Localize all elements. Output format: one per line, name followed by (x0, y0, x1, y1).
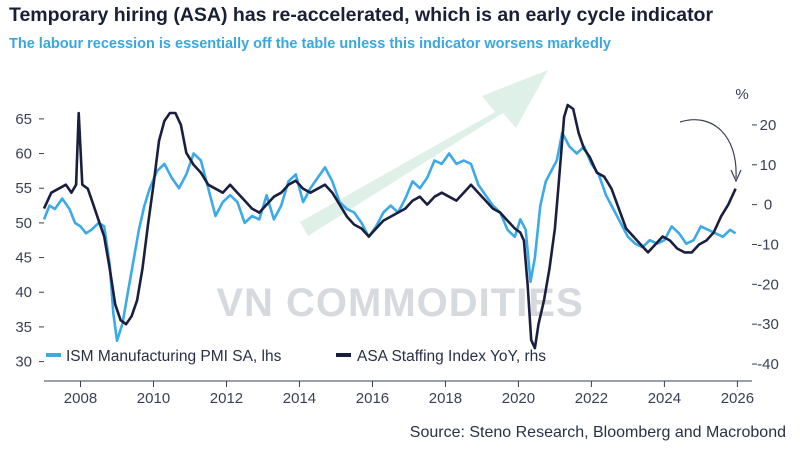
axes: 30 35 40 45 50 55 60 65 -40 -30 -20 -10 0 10 20% 2008 20… (15, 86, 779, 407)
right-tick-label: -10 (757, 236, 779, 253)
callout-arrow (679, 119, 737, 179)
right-tick-label: 20 (760, 117, 777, 134)
left-tick-label: 60 (15, 146, 32, 163)
x-tick-label: 2008 (64, 390, 97, 407)
chart-subtitle: The labour recession is essentially off … (9, 36, 611, 52)
chart-title: Temporary hiring (ASA) has re-accelerate… (9, 4, 714, 26)
callout-arrowhead (730, 169, 742, 183)
x-tick-label: 2018 (429, 390, 462, 407)
x-tick-label: 2014 (283, 390, 316, 407)
legend-item-asa-label: ASA Staffing Index YoY, rhs (357, 348, 546, 365)
x-tick-label: 2024 (648, 390, 681, 407)
left-tick-label: 45 (15, 250, 32, 267)
source-note: Source: Steno Research, Bloomberg and Ma… (409, 424, 786, 441)
left-tick-label: 30 (15, 354, 32, 371)
legend-item-ism-label: ISM Manufacturing PMI SA, lhs (66, 348, 282, 365)
x-tick-label: 2026 (721, 390, 754, 407)
series-line-asa-staffing (42, 103, 737, 350)
right-tick-label: 0 (764, 197, 772, 214)
x-tick-label: 2012 (210, 390, 243, 407)
x-tick-label: 2022 (575, 390, 608, 407)
left-tick-label: 35 (15, 319, 32, 336)
left-tick-label: 65 (15, 111, 32, 128)
series-line-ism-pmi (42, 131, 737, 343)
x-tick-label: 2010 (137, 390, 170, 407)
x-tick-label: 2016 (356, 390, 389, 407)
right-tick-label: -20 (757, 276, 779, 293)
left-tick-label: 55 (15, 180, 32, 197)
right-tick-label: -30 (757, 316, 779, 333)
watermark-text: VN COMMODITIES (216, 281, 583, 325)
series-layer (42, 103, 737, 350)
left-tick-label: 40 (15, 284, 32, 301)
right-axis-unit: % (735, 86, 748, 103)
x-tick-label: 2020 (502, 390, 535, 407)
left-tick-label: 50 (15, 215, 32, 232)
right-tick-label: 10 (760, 157, 777, 174)
watermark-arrow (300, 70, 548, 236)
legend: ISM Manufacturing PMI SA, lhs ASA Staffin… (46, 348, 546, 365)
right-tick-label: -40 (757, 356, 779, 373)
